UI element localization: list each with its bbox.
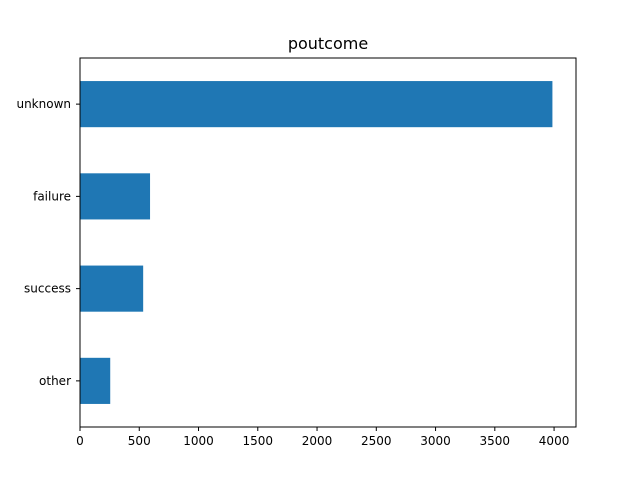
y-tick-label: success xyxy=(24,282,71,296)
x-tick-label: 0 xyxy=(76,434,84,448)
x-tick-label: 4000 xyxy=(539,434,570,448)
x-tick-label: 500 xyxy=(128,434,151,448)
bar-unknown xyxy=(80,81,553,128)
bar-failure xyxy=(80,173,151,220)
plot-frame xyxy=(79,57,577,428)
x-tick-label: 3000 xyxy=(420,434,451,448)
y-axis-ticks: unknown failure success other xyxy=(16,97,80,388)
x-tick-label: 1500 xyxy=(243,434,274,448)
y-tick-label: other xyxy=(39,374,71,388)
y-tick-label: unknown xyxy=(16,97,71,111)
x-tick-label: 1000 xyxy=(183,434,214,448)
bar-other xyxy=(80,357,111,404)
y-tick-label: failure xyxy=(33,189,71,203)
bars-layer xyxy=(80,81,553,404)
x-tick-label: 3500 xyxy=(480,434,511,448)
x-axis-ticks: 0 500 1000 1500 2000 2500 3000 3500 4000 xyxy=(76,427,569,448)
x-tick-label: 2000 xyxy=(302,434,333,448)
bar-success xyxy=(80,265,144,312)
x-tick-label: 2500 xyxy=(361,434,392,448)
chart-title: poutcome xyxy=(288,34,368,53)
